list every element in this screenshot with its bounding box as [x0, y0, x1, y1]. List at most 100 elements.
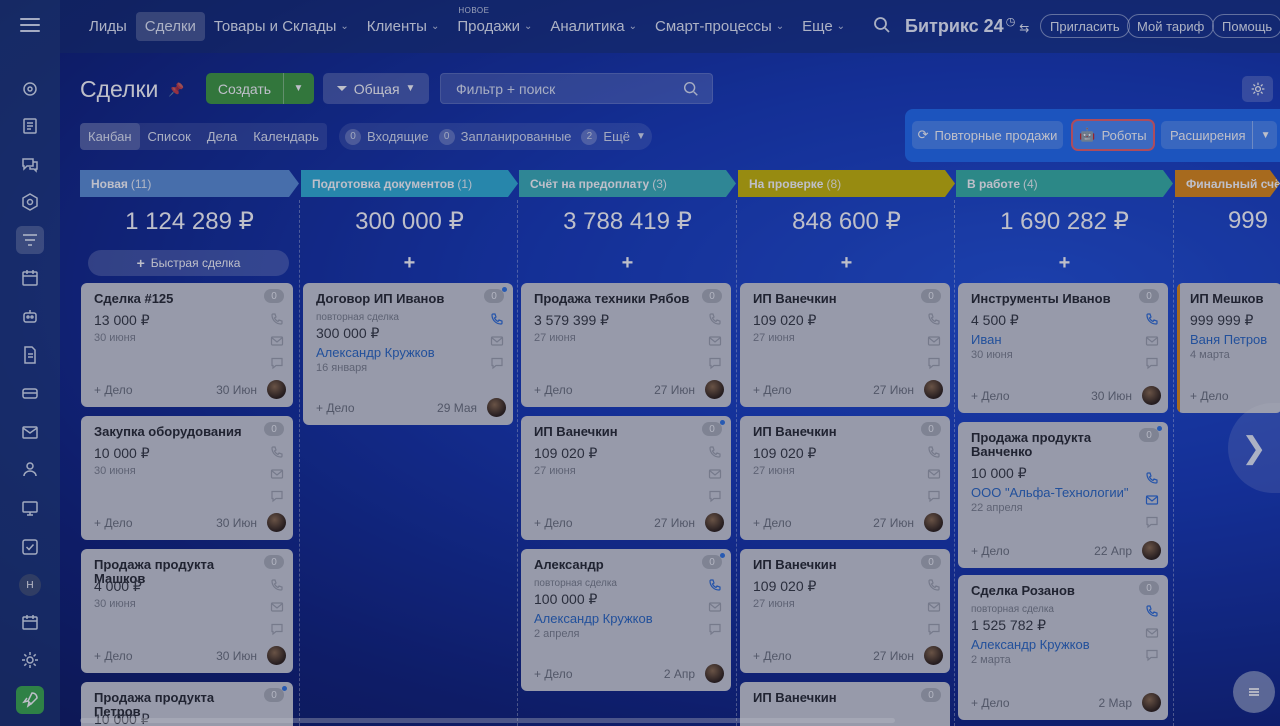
contacts-icon[interactable] — [16, 455, 44, 483]
deal-card[interactable]: Сделка #125 0 13 000 ₽ 30 июня + Дело 30 Июн — [81, 283, 293, 407]
filter-search-input[interactable]: Фильтр + поиск — [440, 73, 713, 104]
chat-icon[interactable] — [1145, 648, 1159, 662]
counter-more[interactable]: 2 Ещё ▼ — [581, 128, 646, 145]
mail-icon[interactable] — [1145, 626, 1159, 640]
nav-more[interactable]: Еще ⌄ — [793, 12, 854, 41]
phone-icon[interactable] — [708, 578, 722, 592]
deal-title[interactable]: ИП Ванечкин — [753, 291, 837, 306]
switch-icon[interactable]: ⇆ — [1019, 21, 1030, 35]
deal-title[interactable]: ИП Ванечкин — [753, 690, 837, 705]
contact-link[interactable]: Александр Кружков — [534, 611, 653, 626]
deal-card[interactable]: ИП Ванечкин 0 — [740, 682, 950, 726]
deal-card[interactable]: ИП Мешков 999 999 ₽ Ваня Петров 4 марта + Де… — [1177, 283, 1280, 413]
deal-title[interactable]: Продажа продукта Машков — [94, 557, 215, 586]
mail-icon[interactable] — [708, 600, 722, 614]
robots-button[interactable]: 🤖 Роботы — [1073, 121, 1153, 149]
chat-icon[interactable] — [708, 489, 722, 503]
add-activity-link[interactable]: + Дело — [94, 383, 133, 397]
responsible-avatar[interactable] — [1142, 386, 1161, 405]
nav-smart-processes[interactable]: Смарт-процессы ⌄ — [646, 12, 793, 41]
deal-title[interactable]: Продажа техники Рябов — [534, 291, 690, 306]
add-activity-link[interactable]: + Дело — [971, 696, 1010, 710]
add-deal-plus-icon[interactable]: + — [621, 252, 634, 274]
deal-title[interactable]: Александр — [534, 557, 604, 572]
deal-card[interactable]: Продажа техники Рябов 0 3 579 399 ₽ 27 июня… — [521, 283, 731, 407]
deal-title[interactable]: Сделка Розанов — [971, 583, 1075, 598]
contact-link[interactable]: Иван — [971, 332, 1002, 347]
hexagon-icon[interactable] — [16, 188, 44, 216]
search-icon[interactable] — [682, 80, 700, 101]
board-icon[interactable] — [16, 494, 44, 522]
nav-goods[interactable]: Товары и Склады ⌄ — [205, 12, 358, 41]
calendar-icon[interactable] — [16, 264, 44, 292]
tab-activities[interactable]: Дела — [206, 129, 238, 144]
deal-card[interactable]: Продажа продукта Петров 0 10 000 ₽ — [81, 682, 293, 726]
add-deal-plus-icon[interactable]: + — [403, 252, 416, 274]
deal-title[interactable]: ИП Ванечкин — [753, 424, 837, 439]
add-activity-link[interactable]: + Дело — [534, 516, 573, 530]
checkbox-icon[interactable] — [16, 533, 44, 561]
mail-icon[interactable] — [270, 334, 284, 348]
chat-icon[interactable] — [927, 622, 941, 636]
nav-sales[interactable]: НОВОЕ Продажи ⌄ — [448, 6, 541, 41]
pipeline-select[interactable]: ⏷ Общая ▼ — [323, 73, 429, 104]
phone-icon[interactable] — [927, 578, 941, 592]
deal-title[interactable]: Закупка оборудования — [94, 424, 242, 439]
contact-link[interactable]: Александр Кружков — [316, 345, 435, 360]
tab-list[interactable]: Список — [147, 129, 191, 144]
deal-card[interactable]: ИП Ванечкин 0 109 020 ₽ 27 июня + Дело 27 Июн — [740, 283, 950, 407]
mail-icon[interactable] — [708, 334, 722, 348]
deal-card[interactable]: Продажа продукта Ванченко 0 10 000 ₽ ООО "А… — [958, 422, 1168, 568]
document-icon[interactable] — [16, 341, 44, 369]
gear-icon[interactable] — [1242, 76, 1273, 102]
add-deal-plus-icon[interactable]: + — [1058, 252, 1071, 274]
deal-title[interactable]: ИП Ванечкин — [753, 557, 837, 572]
add-activity-link[interactable]: + Дело — [534, 667, 573, 681]
responsible-avatar[interactable] — [705, 664, 724, 683]
phone-icon[interactable] — [270, 445, 284, 459]
quick-deal-button[interactable]: + Быстрая сделка — [88, 250, 289, 276]
mail-icon[interactable] — [927, 600, 941, 614]
deal-card[interactable]: Александр 0 повторная сделка 100 000 ₽ Алекс… — [521, 549, 731, 691]
create-button[interactable]: Создать ▼ — [206, 73, 314, 104]
add-activity-link[interactable]: + Дело — [534, 383, 573, 397]
deal-card[interactable]: Инструменты Иванов 0 4 500 ₽ Иван 30 июня + Д… — [958, 283, 1168, 413]
add-activity-link[interactable]: + Дело — [94, 516, 133, 530]
tab-kanban[interactable]: Канбан — [80, 123, 140, 150]
deal-title[interactable]: Сделка #125 — [94, 291, 174, 306]
deal-title[interactable]: ИП Ванечкин — [534, 424, 618, 439]
deal-card[interactable]: Сделка Розанов 0 повторная сделка 1 525 782… — [958, 575, 1168, 720]
contact-link[interactable]: Ваня Петров — [1190, 332, 1268, 347]
counter-planned[interactable]: 0 Запланированные — [438, 128, 571, 145]
phone-icon[interactable] — [270, 312, 284, 326]
tab-calendar[interactable]: Календарь — [253, 129, 319, 144]
mail-icon[interactable] — [270, 600, 284, 614]
responsible-avatar[interactable] — [267, 513, 286, 532]
phone-icon[interactable] — [708, 445, 722, 459]
deal-title[interactable]: ИП Мешков — [1190, 291, 1264, 306]
chat-icon[interactable] — [490, 356, 504, 370]
chevron-down-icon[interactable]: ▼ — [283, 73, 313, 104]
list-fab-icon[interactable] — [1233, 671, 1275, 713]
tasks-icon[interactable] — [16, 112, 44, 140]
stage-header[interactable]: В работе (4) — [956, 170, 1173, 197]
responsible-avatar[interactable] — [1142, 693, 1161, 712]
mail-icon[interactable] — [490, 334, 504, 348]
chat-icon[interactable] — [1145, 356, 1159, 370]
responsible-avatar[interactable] — [487, 398, 506, 417]
chat-icon[interactable] — [927, 489, 941, 503]
responsible-avatar[interactable] — [705, 513, 724, 532]
add-deal-plus-icon[interactable]: + — [840, 252, 853, 274]
horizontal-scrollbar[interactable] — [80, 718, 895, 723]
extensions-button[interactable]: Расширения ▼ — [1161, 121, 1277, 149]
deal-card[interactable]: Продажа продукта Машков 0 4 000 ₽ 30 июня + … — [81, 549, 293, 673]
phone-icon[interactable] — [270, 578, 284, 592]
responsible-avatar[interactable] — [924, 646, 943, 665]
schedule-icon[interactable] — [16, 608, 44, 636]
deal-title[interactable]: Продажа продукта Петров — [94, 690, 215, 719]
phone-icon[interactable] — [1145, 312, 1159, 326]
add-activity-link[interactable]: + Дело — [1190, 389, 1229, 403]
mail-icon[interactable] — [16, 418, 44, 446]
responsible-avatar[interactable] — [267, 380, 286, 399]
add-activity-link[interactable]: + Дело — [753, 383, 792, 397]
